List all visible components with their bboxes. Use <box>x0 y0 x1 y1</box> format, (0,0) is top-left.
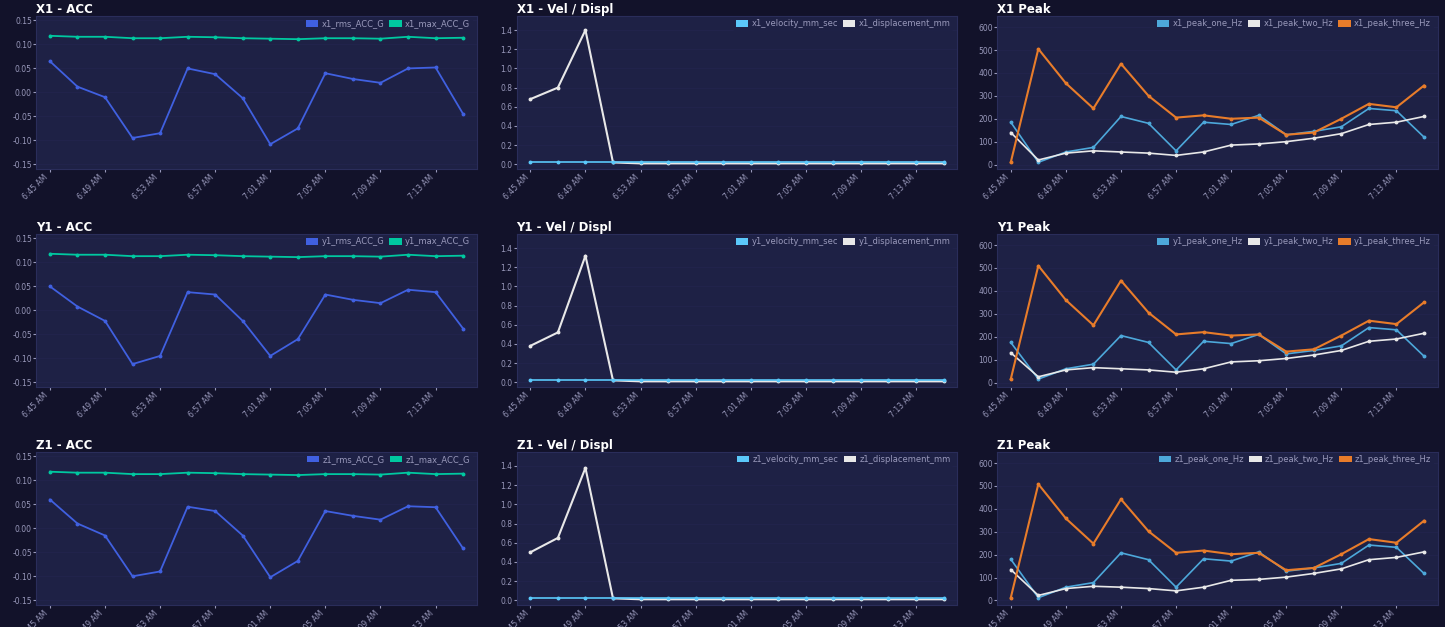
Text: Y1 - Vel / Displ: Y1 - Vel / Displ <box>516 221 613 234</box>
Legend: y1_velocity_mm_sec, y1_displacement_mm: y1_velocity_mm_sec, y1_displacement_mm <box>733 234 954 249</box>
Legend: z1_peak_one_Hz, z1_peak_two_Hz, z1_peak_three_Hz: z1_peak_one_Hz, z1_peak_two_Hz, z1_peak_… <box>1156 453 1433 466</box>
Text: Y1 - ACC: Y1 - ACC <box>36 221 92 234</box>
Legend: x1_peak_one_Hz, x1_peak_two_Hz, x1_peak_three_Hz: x1_peak_one_Hz, x1_peak_two_Hz, x1_peak_… <box>1155 17 1433 31</box>
Text: Y1 Peak: Y1 Peak <box>997 221 1051 234</box>
Legend: y1_rms_ACC_G, y1_max_ACC_G: y1_rms_ACC_G, y1_max_ACC_G <box>303 234 473 249</box>
Text: X1 - ACC: X1 - ACC <box>36 3 92 16</box>
Legend: z1_velocity_mm_sec, z1_displacement_mm: z1_velocity_mm_sec, z1_displacement_mm <box>734 453 954 466</box>
Text: Z1 Peak: Z1 Peak <box>997 438 1051 451</box>
Text: Z1 - ACC: Z1 - ACC <box>36 438 92 451</box>
Legend: x1_velocity_mm_sec, x1_displacement_mm: x1_velocity_mm_sec, x1_displacement_mm <box>733 17 954 31</box>
Legend: z1_rms_ACC_G, z1_max_ACC_G: z1_rms_ACC_G, z1_max_ACC_G <box>305 453 473 466</box>
Text: Z1 - Vel / Displ: Z1 - Vel / Displ <box>516 438 613 451</box>
Legend: y1_peak_one_Hz, y1_peak_two_Hz, y1_peak_three_Hz: y1_peak_one_Hz, y1_peak_two_Hz, y1_peak_… <box>1155 234 1433 249</box>
Text: X1 Peak: X1 Peak <box>997 3 1051 16</box>
Legend: x1_rms_ACC_G, x1_max_ACC_G: x1_rms_ACC_G, x1_max_ACC_G <box>303 17 473 31</box>
Text: X1 - Vel / Displ: X1 - Vel / Displ <box>516 3 613 16</box>
